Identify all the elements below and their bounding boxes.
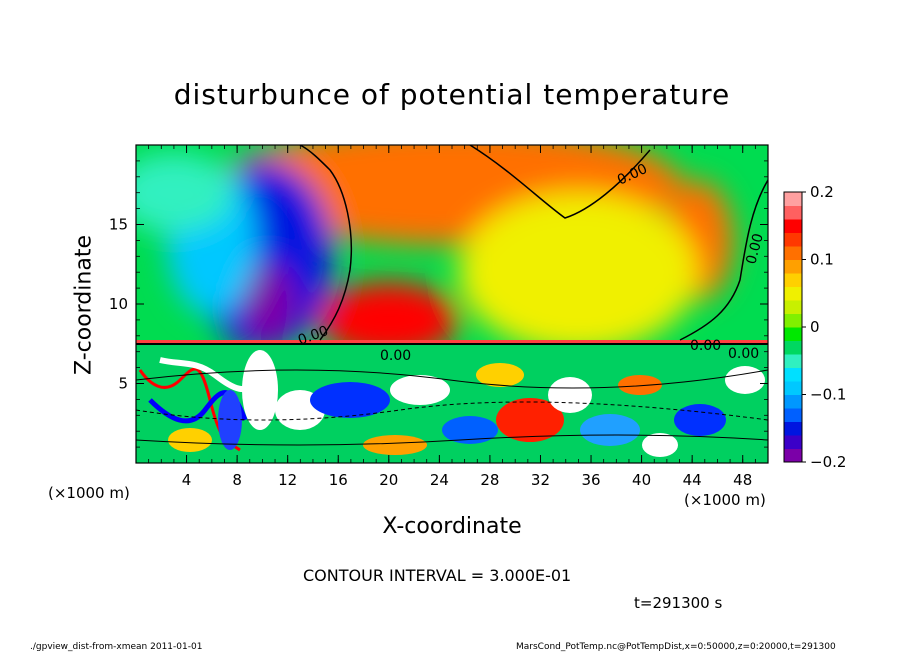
plot-area xyxy=(136,145,768,463)
y-tick-label: 10 xyxy=(109,295,128,313)
x-tick-label: 40 xyxy=(632,471,651,489)
x-tick-label: 48 xyxy=(733,471,752,489)
colorbar-swatch xyxy=(784,367,802,382)
colorbar-swatch xyxy=(784,408,802,422)
colorbar-swatch xyxy=(784,219,802,233)
contour-label: 0.00 xyxy=(743,232,767,266)
x-tick-label: 4 xyxy=(182,471,192,489)
x-tick-label: 28 xyxy=(480,471,499,489)
colorbar-tick-label: 0 xyxy=(810,318,820,336)
colorbar-tick-label: 0.1 xyxy=(810,251,834,269)
x-axis-label: X-coordinate xyxy=(382,514,522,539)
colorbar-swatch xyxy=(784,205,802,220)
footer-script-name: ./gpview_dist-from-xmean 2011-01-01 xyxy=(30,642,203,652)
colorbar-swatch xyxy=(784,327,802,341)
x-tick-label: 8 xyxy=(232,471,242,489)
colorbar-swatch xyxy=(784,394,802,409)
y-tick-label: 15 xyxy=(109,216,128,234)
colorbar-swatch xyxy=(784,421,802,436)
field-region xyxy=(458,192,699,353)
contour-label: 0.00 xyxy=(690,338,721,354)
colorbar: 0.2 0.1 0 −0.1 −0.2 xyxy=(783,183,846,471)
interface-contour xyxy=(136,343,768,345)
contour-label: 0.00 xyxy=(728,346,759,362)
zero-contour-top xyxy=(469,145,651,219)
x-tick-label: 16 xyxy=(329,471,348,489)
colorbar-swatch xyxy=(784,246,802,260)
colorbar-swatch xyxy=(784,300,802,314)
time-label: t=291300 s xyxy=(634,594,723,612)
footer-data-source: MarsCond_PotTemp.nc@PotTempDist,x=0:5000… xyxy=(516,642,836,652)
x-axis-unit-left: (×1000 m) xyxy=(48,484,130,502)
zero-contour-right xyxy=(679,179,768,341)
y-axis: 5 10 15 xyxy=(109,144,768,464)
field-region xyxy=(136,152,234,233)
x-tick-label: 44 xyxy=(683,471,702,489)
x-tick-label: 24 xyxy=(430,471,449,489)
y-axis-label: Z-coordinate xyxy=(71,235,97,375)
field-region xyxy=(318,281,459,358)
chart-title: disturbunce of potential temperature xyxy=(173,78,731,111)
colorbar-swatch xyxy=(784,232,802,247)
colorbar-swatch xyxy=(784,192,802,206)
contour-interval-text: CONTOUR INTERVAL = 3.000E-01 xyxy=(303,566,572,585)
colorbar-swatch xyxy=(784,313,802,328)
x-axis: 4 8 12 16 20 24 28 32 36 40 44 48 xyxy=(135,145,769,489)
colorbar-swatch xyxy=(784,448,802,463)
x-axis-unit-right: (×1000 m) xyxy=(684,491,766,509)
colorbar-swatch xyxy=(784,354,802,368)
colorbar-tick-label: −0.2 xyxy=(810,453,846,471)
colorbar-tick-label: 0.2 xyxy=(810,183,834,201)
zero-contour-left xyxy=(299,145,353,341)
lower-turbulent-layer xyxy=(136,343,768,463)
colorbar-swatch xyxy=(784,435,802,449)
field-region xyxy=(240,262,297,346)
colorbar-swatch xyxy=(784,259,802,274)
colorbar-swatch xyxy=(784,273,802,287)
colorbar-swatch xyxy=(784,381,802,395)
colorbar-tick-label: −0.1 xyxy=(810,386,846,404)
y-tick-label: 5 xyxy=(118,375,128,393)
interface-layer xyxy=(136,340,768,344)
x-tick-label: 32 xyxy=(531,471,550,489)
upper-field-regions xyxy=(136,145,734,358)
x-tick-label: 20 xyxy=(379,471,398,489)
x-tick-label: 12 xyxy=(278,471,297,489)
colorbar-swatch xyxy=(784,286,802,301)
colorbar-swatch xyxy=(784,340,802,355)
contour-label: 0.00 xyxy=(380,348,411,364)
x-tick-label: 36 xyxy=(581,471,600,489)
